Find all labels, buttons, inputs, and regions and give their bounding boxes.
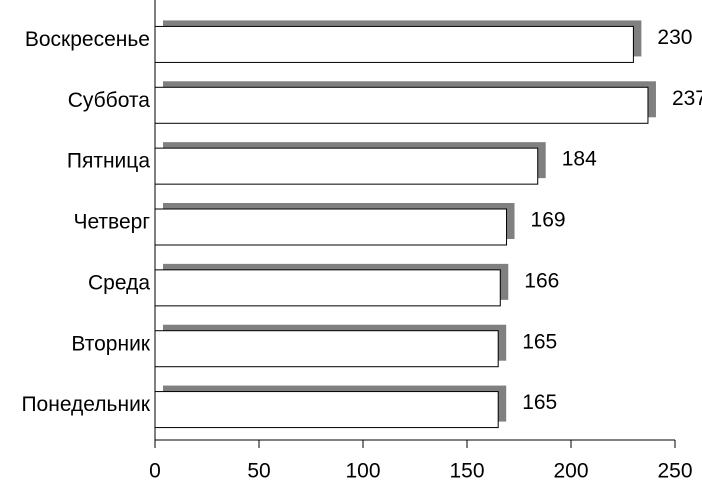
y-tick-label: Понедельник: [21, 393, 150, 416]
bar: [154, 269, 501, 307]
x-tick-label: 0: [149, 460, 161, 483]
bar: [154, 25, 634, 63]
y-tick-label: Среда: [88, 271, 150, 294]
bar: [154, 86, 649, 124]
x-tick-label: 100: [345, 460, 380, 483]
bar: [154, 391, 499, 429]
bar: [154, 330, 499, 368]
x-tick-label: 50: [247, 460, 270, 483]
value-label: 237: [672, 87, 702, 110]
y-tick-label: Четверг: [73, 211, 150, 234]
value-label: 184: [562, 148, 597, 171]
y-tick-label: Воскресенье: [25, 28, 150, 51]
value-label: 165: [522, 330, 557, 353]
y-tick-label: Суббота: [68, 89, 151, 112]
x-tick-label: 250: [657, 460, 692, 483]
y-tick-label: Вторник: [71, 332, 150, 355]
value-label: 165: [522, 391, 557, 414]
y-tick-label: Пятница: [67, 150, 150, 173]
value-label: 166: [524, 269, 559, 292]
value-label: 169: [531, 209, 566, 232]
x-tick-label: 200: [553, 460, 588, 483]
x-tick-label: 150: [449, 460, 484, 483]
value-label: 230: [657, 26, 692, 49]
bar: [154, 147, 539, 185]
bar: [154, 208, 508, 246]
